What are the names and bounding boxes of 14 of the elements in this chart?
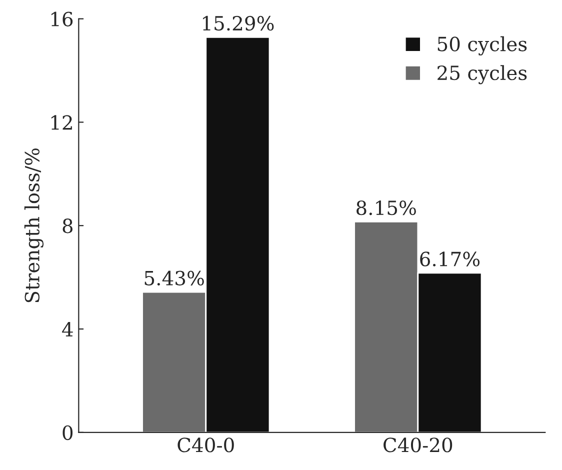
x-tick-label: C40-20 xyxy=(384,438,452,452)
data-label: 8.15% xyxy=(356,200,416,216)
data-label: 6.17% xyxy=(420,252,480,266)
legend-label: 25 cycles xyxy=(438,65,527,84)
x-tick-label: C40-0 xyxy=(178,438,234,452)
legend-label: 50 cycles xyxy=(438,36,527,56)
y-tick-label: 4 xyxy=(62,322,73,336)
data-label: 15.29% xyxy=(203,16,274,31)
y-tick-label: 8 xyxy=(62,218,73,234)
y-axis-title: Strength loss/% xyxy=(24,148,44,302)
data-label: 5.43% xyxy=(144,270,204,286)
y-tick-label: 16 xyxy=(51,12,73,26)
y-tick-label: 12 xyxy=(51,115,72,130)
y-tick-label: 0 xyxy=(62,425,73,440)
